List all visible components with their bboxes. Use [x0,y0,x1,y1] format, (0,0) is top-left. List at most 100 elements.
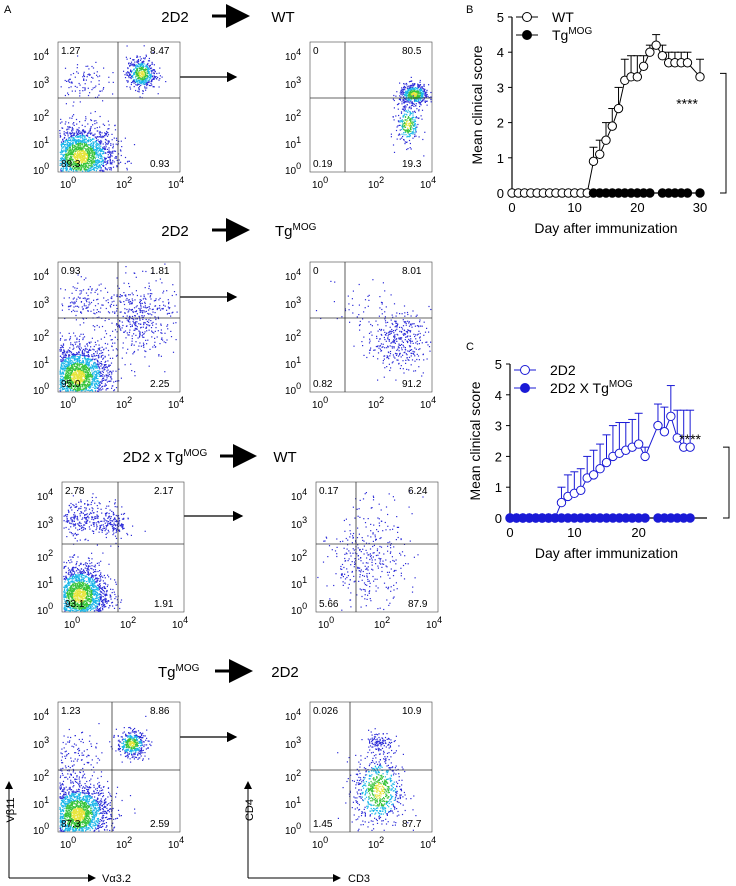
quadrant-pct-ur: 8.01 [402,266,422,277]
x-tick-label: 102 [374,615,390,631]
quadrant-pct-lr: 87.9 [408,599,428,610]
quadrant-pct-lr: 0.93 [150,159,170,170]
flow-plot-tgmog-to-2d2-cd4-cd3: 0.026 10.9 1.45 87.7 100 101 102 103 104 100 102 10… [285,701,436,851]
plot-frame [309,261,433,393]
quadrant-pct-lr: 87.7 [402,819,422,830]
legend-marker [522,30,532,40]
y-tick-label: 4 [497,45,504,60]
x-tick-label: 104 [172,615,188,631]
y-tick-label: 100 [37,601,53,617]
significance-stars: **** [679,431,701,447]
legend-label: 2D2 X TgMOG [550,379,633,396]
panel-label-c: C [466,341,474,353]
row-1-source: 2D2 [161,9,189,26]
quadrant-pct-ul: 0.17 [319,486,339,497]
row-3-source: 2D2 x TgMOG [123,448,208,466]
y-tick-label: 100 [33,161,49,177]
x-tick-label: 100 [312,835,328,851]
x-tick-label: 100 [60,835,76,851]
x-tick-label: 102 [116,395,132,411]
event-dots [59,715,153,832]
flow-plot-2d2-to-tgmog-vbeta-valpha: 0.93 1.81 95.0 2.25 100 101 102 103 104 100 102 104 [33,261,184,411]
y-tick-label: 4 [495,388,502,403]
row-4-source: TgMOG [158,663,200,681]
x-tick-label: 100 [60,395,76,411]
quadrant-pct-ur: 8.47 [150,46,170,57]
row-4-recipient: 2D2 [271,664,299,681]
flow-plot-2d2-to-wt-cd4-cd3: 0 80.5 0.19 19.3 100 101 102 103 104 100 102 104 [285,41,436,191]
data-point [556,497,567,508]
quadrant-pct-lr: 19.3 [402,159,422,170]
data-point [633,439,644,449]
x-tick-label: 102 [368,175,384,191]
y-tick-label: 2 [495,449,502,464]
y-tick-label: 101 [33,135,49,151]
y-tick-label: 1 [497,151,504,166]
y-tick-label: 103 [33,735,49,751]
chart-b-clinical-score: 0 1 2 3 4 5 0 10 20 30 Mean clinical score Day afte… [469,9,727,236]
quadrant-pct-ur: 10.9 [402,706,422,717]
x-axis-label-cd3: CD3 [348,873,370,885]
plot-frame [57,41,181,173]
y-axis-label-vbeta11: Vβ11 [5,797,17,822]
data-point [651,40,661,50]
data-point [685,513,695,523]
data-point [645,47,655,57]
x-tick-label: 20 [630,200,644,215]
quadrant-pct-ll: 89.3 [61,159,81,170]
quadrant-pct-lr: 2.25 [150,379,170,390]
x-tick-label: 0 [506,525,513,540]
y-tick-label: 3 [495,419,502,434]
y-tick-label: 103 [37,515,53,531]
data-point [601,457,612,468]
flow-plot-2d2-to-tgmog-cd4-cd3: 0 8.01 0.82 91.2 100 101 102 103 104 100 102 104 [285,261,436,411]
x-tick-label: 100 [312,395,328,411]
y-tick-label: 103 [291,515,307,531]
event-dots [59,263,178,392]
x-axis-label-valpha32: Vα3.2 [102,873,131,885]
row-2-recipient: TgMOG [275,222,317,240]
quadrant-pct-ur: 80.5 [402,46,422,57]
quadrant-pct-ur: 6.24 [408,486,428,497]
y-tick-label: 102 [291,548,307,564]
quadrant-pct-ul: 0.026 [313,706,338,717]
legend-label: 2D2 [550,362,576,378]
y-tick-label: 102 [285,328,301,344]
quadrant-pct-lr: 2.59 [150,819,170,830]
x-tick-label: 30 [693,200,707,215]
y-tick-label: 104 [285,267,301,283]
x-tick-label: 100 [312,175,328,191]
x-tick-label: 100 [64,615,80,631]
y-tick-label: 103 [285,735,301,751]
data-point [595,149,605,159]
quadrant-pct-ur: 1.81 [150,266,170,277]
plot-frame [309,41,433,173]
x-tick-label: 102 [368,395,384,411]
y-tick-label: 102 [33,108,49,124]
y-tick-label: 104 [33,707,49,723]
quadrant-pct-ul: 0.93 [61,266,81,277]
y-tick-label: 101 [33,795,49,811]
panel-label-b: B [466,4,473,16]
row-title-4: TgMOG 2D2 [158,659,299,683]
data-point [682,188,693,198]
legend-marker [522,12,532,22]
y-tick-label: 1 [495,480,502,495]
data-point [607,121,617,131]
quadrant-pct-ll: 5.66 [319,599,339,610]
data-point [645,188,655,198]
data-point [588,156,599,167]
y-tick-label: 100 [33,821,49,837]
y-tick-label: 101 [285,355,301,371]
quadrant-pct-ll: 87.3 [61,819,81,830]
legend-entry: 2D2 [514,362,576,378]
y-tick-label: 103 [33,75,49,91]
quadrant-pct-ll: 93.1 [65,599,85,610]
x-tick-label: 0 [508,200,515,215]
x-tick-label: 100 [60,175,76,191]
data-point [682,58,693,68]
y-axis-label: Mean clinical score [467,381,483,500]
legend-label: WT [552,9,574,25]
event-dots [337,728,417,832]
